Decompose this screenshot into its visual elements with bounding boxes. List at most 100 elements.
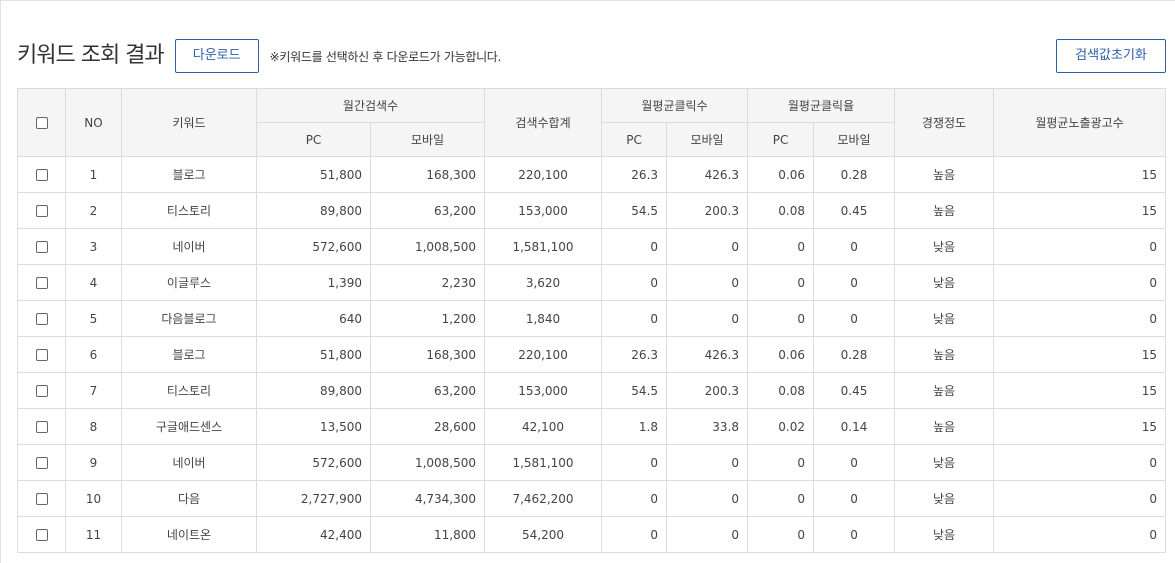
row-search-pc: 2,727,900 [256,480,371,517]
row-search-mobile: 63,200 [369,192,486,229]
select-all-checkbox[interactable] [35,117,48,129]
row-search-pc: 51,800 [256,156,371,193]
row-ctr-pc: 0 [747,516,815,553]
table-row: 5 다음블로그 640 1,200 1,840 0 0 0 0 낮음 0 [17,300,1167,337]
row-ctr-mobile: 0 [813,300,896,337]
row-clicks-mobile: 426.3 [666,336,749,373]
row-keyword: 이글루스 [121,264,257,301]
row-checkbox[interactable] [35,493,48,505]
table-row: 2 티스토리 89,800 63,200 153,000 54.5 200.3 0.08 0.4… [17,192,1167,229]
row-ads: 0 [993,480,1167,517]
row-search-mobile: 63,200 [369,372,486,409]
row-keyword: 블로그 [121,336,257,373]
row-checkbox[interactable] [35,277,48,289]
row-ads: 15 [993,336,1167,373]
row-competition: 낮음 [894,300,995,337]
row-ctr-pc: 0.06 [747,156,815,193]
header-ctr-pc: PC [747,122,815,157]
row-checkbox[interactable] [35,241,48,253]
row-clicks-pc: 0 [601,444,668,481]
row-clicks-mobile: 0 [666,264,749,301]
row-no: 3 [65,228,122,265]
row-select-cell [17,264,66,301]
row-ads: 15 [993,372,1167,409]
header-ctr-mobile: 모바일 [813,122,896,157]
row-clicks-mobile: 0 [666,480,749,517]
row-clicks-mobile: 0 [666,300,749,337]
row-ctr-pc: 0 [747,480,815,517]
row-no: 6 [65,336,122,373]
row-no: 2 [65,192,122,229]
row-total-search: 3,620 [484,264,603,301]
row-clicks-mobile: 0 [666,516,749,553]
header-avg-clicks: 월평균클릭수 [601,88,749,123]
row-search-mobile: 168,300 [369,336,486,373]
row-search-pc: 89,800 [256,192,371,229]
header-avg-ads: 월평균노출광고수 [993,88,1167,157]
row-competition: 낮음 [894,480,995,517]
row-ctr-pc: 0.08 [747,372,815,409]
row-keyword: 구글애드센스 [121,408,257,445]
row-clicks-mobile: 0 [666,228,749,265]
row-select-cell [17,156,66,193]
row-clicks-pc: 54.5 [601,372,668,409]
row-select-cell [17,444,66,481]
row-keyword: 티스토리 [121,372,257,409]
row-search-mobile: 11,800 [369,516,486,553]
row-keyword: 네이트온 [121,516,257,553]
row-clicks-pc: 54.5 [601,192,668,229]
row-no: 9 [65,444,122,481]
row-checkbox[interactable] [35,349,48,361]
table-row: 10 다음 2,727,900 4,734,300 7,462,200 0 0 0 0 낮음 0 [17,480,1167,517]
download-button[interactable]: 다운로드 [174,39,259,73]
table-row: 9 네이버 572,600 1,008,500 1,581,100 0 0 0 0 낮음 0 [17,444,1167,481]
row-total-search: 220,100 [484,336,603,373]
row-ads: 0 [993,444,1167,481]
row-checkbox[interactable] [35,169,48,181]
header-competition: 경쟁정도 [894,88,995,157]
row-ctr-mobile: 0 [813,516,896,553]
row-checkbox[interactable] [35,313,48,325]
row-total-search: 1,840 [484,300,603,337]
select-all-cell [17,88,66,157]
row-clicks-mobile: 426.3 [666,156,749,193]
row-search-mobile: 168,300 [369,156,486,193]
row-total-search: 7,462,200 [484,480,603,517]
row-ctr-mobile: 0 [813,480,896,517]
row-search-pc: 572,600 [256,444,371,481]
row-clicks-mobile: 200.3 [666,192,749,229]
row-select-cell [17,372,66,409]
header-avg-ctr: 월평균클릭율 [747,88,896,123]
row-ctr-mobile: 0.45 [813,192,896,229]
row-search-mobile: 28,600 [369,408,486,445]
row-checkbox[interactable] [35,205,48,217]
row-keyword: 블로그 [121,156,257,193]
row-keyword: 네이버 [121,228,257,265]
result-header: 키워드 조회 결과 다운로드 ※키워드를 선택하신 후 다운로드가 가능합니다.… [17,39,1166,73]
row-ctr-pc: 0.02 [747,408,815,445]
row-clicks-pc: 0 [601,300,668,337]
row-ads: 15 [993,156,1167,193]
row-search-pc: 640 [256,300,371,337]
row-search-mobile: 1,008,500 [369,444,486,481]
row-competition: 높음 [894,192,995,229]
row-competition: 높음 [894,372,995,409]
row-select-cell [17,228,66,265]
row-checkbox[interactable] [35,385,48,397]
row-checkbox[interactable] [35,457,48,469]
row-clicks-mobile: 33.8 [666,408,749,445]
row-search-mobile: 1,200 [369,300,486,337]
row-search-pc: 42,400 [256,516,371,553]
row-ctr-pc: 0 [747,264,815,301]
row-search-mobile: 2,230 [369,264,486,301]
row-clicks-pc: 26.3 [601,336,668,373]
row-ads: 0 [993,264,1167,301]
table-row: 6 블로그 51,800 168,300 220,100 26.3 426.3 0.06 0.2… [17,336,1167,373]
page-title: 키워드 조회 결과 [17,43,165,68]
row-checkbox[interactable] [35,421,48,433]
reset-search-button[interactable]: 검색값초기화 [1056,39,1166,73]
row-competition: 낮음 [894,264,995,301]
row-select-cell [17,336,66,373]
row-checkbox[interactable] [35,529,48,541]
row-select-cell [17,480,66,517]
